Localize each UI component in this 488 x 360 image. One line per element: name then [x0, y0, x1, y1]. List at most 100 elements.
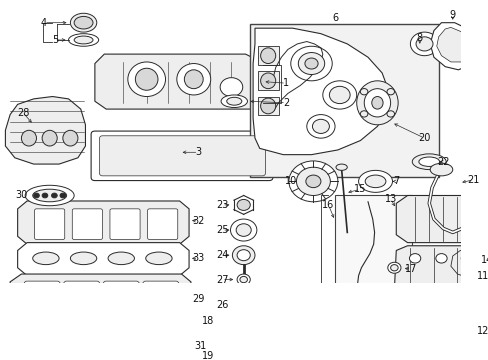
Text: 2: 2 [283, 98, 288, 108]
Ellipse shape [68, 34, 99, 46]
Text: 29: 29 [192, 294, 204, 304]
Polygon shape [253, 28, 388, 155]
Text: 6: 6 [331, 13, 337, 23]
Ellipse shape [34, 193, 39, 198]
Ellipse shape [177, 63, 210, 95]
Text: 18: 18 [202, 316, 214, 326]
Polygon shape [10, 321, 193, 360]
Ellipse shape [33, 189, 66, 202]
Ellipse shape [386, 111, 394, 117]
Polygon shape [257, 46, 278, 65]
Ellipse shape [145, 252, 172, 265]
Ellipse shape [288, 161, 337, 202]
Text: 1: 1 [283, 78, 288, 88]
Ellipse shape [74, 36, 93, 44]
Ellipse shape [241, 303, 246, 308]
Polygon shape [18, 201, 189, 244]
Text: 10: 10 [284, 176, 296, 186]
FancyBboxPatch shape [100, 136, 265, 176]
Ellipse shape [360, 89, 367, 95]
Text: 5: 5 [52, 35, 59, 45]
Ellipse shape [74, 17, 93, 29]
Text: 7: 7 [392, 176, 399, 186]
Ellipse shape [260, 73, 275, 89]
Ellipse shape [356, 81, 397, 125]
Ellipse shape [60, 193, 65, 198]
Ellipse shape [220, 78, 242, 96]
Ellipse shape [226, 97, 241, 105]
Polygon shape [95, 54, 264, 109]
Ellipse shape [260, 48, 275, 63]
Ellipse shape [21, 130, 37, 146]
Text: 21: 21 [467, 175, 479, 185]
Ellipse shape [409, 32, 438, 56]
Ellipse shape [364, 89, 390, 117]
Text: 16: 16 [322, 200, 334, 210]
Polygon shape [395, 195, 470, 243]
Ellipse shape [51, 193, 57, 198]
Ellipse shape [25, 185, 74, 206]
Polygon shape [394, 246, 480, 299]
Text: 20: 20 [417, 133, 430, 143]
Ellipse shape [408, 253, 420, 263]
Bar [250, 24, 438, 177]
Text: 8: 8 [416, 33, 422, 44]
Ellipse shape [237, 250, 250, 261]
Ellipse shape [60, 332, 86, 360]
Ellipse shape [237, 199, 250, 210]
Ellipse shape [237, 274, 250, 285]
Ellipse shape [20, 332, 47, 360]
Ellipse shape [435, 253, 446, 263]
Ellipse shape [290, 46, 331, 81]
FancyBboxPatch shape [147, 209, 178, 239]
Ellipse shape [418, 157, 439, 166]
Polygon shape [5, 96, 85, 164]
Text: 31: 31 [194, 341, 206, 351]
Text: 28: 28 [17, 108, 29, 118]
Ellipse shape [42, 193, 48, 198]
Ellipse shape [360, 111, 367, 117]
Ellipse shape [135, 68, 158, 90]
Text: 22: 22 [436, 157, 448, 167]
Text: 4: 4 [41, 18, 47, 28]
Polygon shape [450, 251, 480, 277]
Ellipse shape [386, 89, 394, 95]
Ellipse shape [296, 167, 330, 195]
Polygon shape [436, 27, 469, 62]
Ellipse shape [312, 119, 329, 134]
Ellipse shape [305, 58, 318, 69]
Bar [334, 195, 411, 288]
Text: 13: 13 [384, 194, 396, 204]
Text: 11: 11 [476, 271, 488, 280]
Ellipse shape [371, 96, 382, 109]
Polygon shape [10, 274, 190, 321]
Text: 33: 33 [192, 253, 204, 263]
Ellipse shape [232, 298, 254, 312]
Ellipse shape [63, 130, 78, 146]
FancyBboxPatch shape [142, 281, 178, 319]
Ellipse shape [108, 252, 134, 265]
Polygon shape [257, 96, 278, 115]
Text: 15: 15 [354, 184, 366, 194]
Ellipse shape [127, 62, 165, 96]
Text: 26: 26 [215, 301, 228, 310]
Text: 3: 3 [195, 147, 201, 157]
Ellipse shape [329, 86, 349, 104]
Ellipse shape [139, 332, 165, 360]
Polygon shape [18, 243, 189, 276]
Ellipse shape [358, 170, 392, 192]
Ellipse shape [218, 347, 235, 360]
Ellipse shape [184, 70, 203, 89]
Text: 17: 17 [405, 264, 417, 274]
Ellipse shape [365, 175, 385, 188]
Ellipse shape [222, 350, 231, 358]
Ellipse shape [387, 262, 400, 273]
Ellipse shape [100, 332, 126, 360]
Ellipse shape [306, 114, 334, 138]
Ellipse shape [232, 246, 254, 265]
Text: 12: 12 [476, 325, 488, 336]
Text: 32: 32 [192, 216, 204, 226]
Polygon shape [257, 71, 278, 90]
Text: 23: 23 [215, 200, 228, 210]
FancyBboxPatch shape [72, 209, 102, 239]
